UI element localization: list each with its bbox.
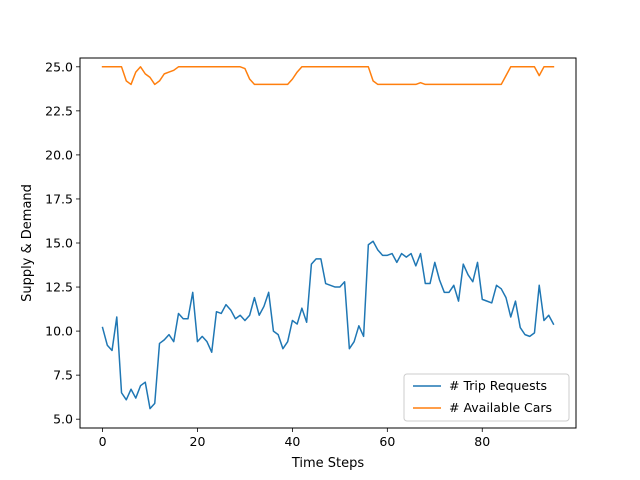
y-tick-label: 17.5 bbox=[45, 191, 73, 206]
y-tick-label: 12.5 bbox=[45, 280, 73, 295]
x-tick-label: 80 bbox=[474, 434, 490, 449]
x-tick-label: 60 bbox=[379, 434, 395, 449]
y-tick-label: 20.0 bbox=[45, 147, 73, 162]
series-layer bbox=[101, 66, 555, 410]
y-axis-label: Supply & Demand bbox=[20, 184, 35, 302]
x-tick-label: 20 bbox=[190, 434, 206, 449]
y-tick-label: 7.5 bbox=[53, 368, 73, 383]
x-axis: 0 20 40 60 80 bbox=[99, 428, 490, 449]
y-tick-label: 15.0 bbox=[45, 236, 73, 251]
legend-frame bbox=[403, 373, 570, 422]
legend-label-available-cars: # Available Cars bbox=[449, 400, 552, 415]
series-line-available-cars bbox=[101, 66, 555, 86]
y-tick-label: 5.0 bbox=[53, 412, 73, 427]
y-tick-label: 22.5 bbox=[45, 103, 73, 118]
series-line-trip-requests bbox=[101, 240, 555, 410]
x-tick-label: 40 bbox=[284, 434, 300, 449]
y-tick-label: 10.0 bbox=[45, 324, 73, 339]
y-axis: 5.0 7.5 10.0 12.5 15.0 17.5 20.0 22.5 25.0 bbox=[45, 59, 80, 427]
x-axis-label: Time Steps bbox=[291, 456, 365, 471]
legend: # Trip Requests # Available Cars bbox=[403, 373, 570, 422]
x-tick-label: 0 bbox=[99, 434, 107, 449]
y-tick-label: 25.0 bbox=[45, 59, 73, 74]
legend-label-trip-requests: # Trip Requests bbox=[449, 378, 547, 393]
